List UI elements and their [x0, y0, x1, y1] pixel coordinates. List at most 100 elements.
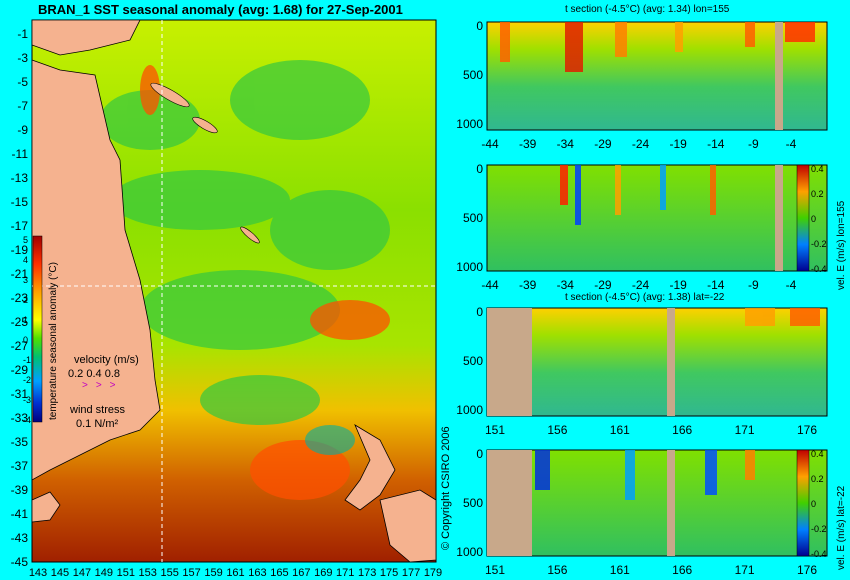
colorbar-tick-label: 0 [23, 335, 28, 345]
section-y-tick-label: 500 [463, 496, 483, 510]
section-x-tick-label: 171 [735, 423, 755, 437]
section-y-tick-label: 1000 [456, 545, 483, 559]
panel2-side-label: vel. E (m/s) lon=155 [836, 200, 847, 290]
section-y-tick-label: 1000 [456, 260, 483, 274]
map-y-tick-label: -5 [17, 75, 28, 89]
colorbar-tick-label: 1 [23, 315, 28, 325]
section-x-tick-label: 161 [610, 563, 630, 577]
map-x-tick-label: 179 [424, 567, 442, 579]
vel-colorbar-tick-label: 0.4 [811, 449, 824, 459]
map-y-tick-label: -41 [11, 507, 29, 521]
vel-colorbar-tick-label: 0 [811, 499, 816, 509]
section-x-tick-label: -14 [707, 278, 725, 292]
section-x-tick-label: -9 [748, 137, 759, 151]
map-y-tick-label: -31 [11, 387, 29, 401]
section-x-tick-label: -24 [632, 278, 650, 292]
anomaly-patches [100, 60, 390, 425]
map-x-tick-label: 159 [204, 567, 222, 579]
wind-stress-scale: 0.1 N/m² [76, 418, 119, 430]
section-y-tick-label: 0 [476, 447, 483, 461]
map-y-tick-label: -37 [11, 459, 29, 473]
map-y-tick-label: -3 [17, 51, 28, 65]
section-x-tick-label: 171 [735, 563, 755, 577]
panel1-title: t section (-4.5°C) (avg: 1.34) lon=155 [565, 4, 730, 15]
section-y-tick-label: 0 [476, 305, 483, 319]
section-y-tick-label: 0 [476, 19, 483, 33]
vel-colorbar-tick-label: -0.2 [811, 524, 827, 534]
map-y-tick-label: -19 [11, 243, 29, 257]
section-x-tick-label: -4 [786, 137, 797, 151]
map-x-tick-label: 161 [226, 567, 244, 579]
section-y-tick-label: 1000 [456, 403, 483, 417]
vel-colorbar-tick-label: -0.4 [811, 264, 827, 274]
map-x-tick-label: 147 [73, 567, 91, 579]
map-x-tick-label: 173 [358, 567, 376, 579]
colorbar-tick-label: 3 [23, 275, 28, 285]
velocity-label: velocity (m/s) [74, 354, 139, 366]
colorbar-tick-label: -2 [23, 375, 31, 385]
section-x-tick-label: -29 [594, 137, 612, 151]
vel-colorbar-2 [796, 449, 810, 557]
map-y-tick-label: -39 [11, 483, 29, 497]
section-x-tick-label: -4 [786, 278, 797, 292]
vel-colorbar-tick-label: -0.4 [811, 549, 827, 559]
map-y-tick-label: -17 [11, 219, 29, 233]
map-y-tick-label: -27 [11, 339, 29, 353]
colorbar-label: temperature seasonal anomaly (°C) [48, 262, 59, 420]
map-y-tick-label: -15 [11, 195, 29, 209]
section-y-tick-label: 0 [476, 162, 483, 176]
velocity-scale: 0.2 0.4 0.8 [68, 368, 120, 380]
map-x-tick-label: 157 [182, 567, 200, 579]
map-x-tick-label: 171 [336, 567, 354, 579]
map-y-tick-label: -35 [11, 435, 29, 449]
map-x-tick-label: 165 [270, 567, 288, 579]
section-x-tick-label: -34 [557, 278, 575, 292]
map-x-tick-label: 167 [292, 567, 310, 579]
map-x-tick-label: 151 [117, 567, 135, 579]
map-x-tick-label: 153 [139, 567, 157, 579]
section-x-tick-label: -44 [481, 278, 499, 292]
section-x-tick-label: -24 [632, 137, 650, 151]
colorbar-tick-label: -3 [23, 395, 31, 405]
section-x-tick-label: 176 [797, 563, 817, 577]
section-x-tick-label: 151 [485, 423, 505, 437]
velocity-arrows-icon: >>> [82, 380, 124, 391]
main-map-title: BRAN_1 SST seasonal anomaly (avg: 1.68) … [38, 2, 403, 17]
section-x-tick-label: -44 [481, 137, 499, 151]
map-y-tick-label: -43 [11, 531, 29, 545]
map-x-tick-label: 177 [402, 567, 420, 579]
section-x-tick-label: -14 [707, 137, 725, 151]
vel-e-section-lon155: 0 500 1000 -44 -39 -34 -29 -24 -19 -14 -9 -4 0.4 0.2 0… [456, 162, 828, 292]
map-x-tick-label: 163 [248, 567, 266, 579]
section-x-tick-label: -19 [669, 278, 687, 292]
section-x-tick-label: -34 [557, 137, 575, 151]
map-x-tick-label: 155 [160, 567, 178, 579]
sst-anomaly-map: -1-3-5-7-9-11-13-15-17-19-21-23-25-27-29… [11, 19, 442, 579]
map-y-tick-label: -11 [12, 147, 29, 161]
section-y-tick-label: 1000 [456, 117, 483, 131]
colorbar-tick-label: 2 [23, 295, 28, 305]
new-zealand-land [344, 424, 396, 511]
t-section-lon155: 0 500 1000 -44 -39 -34 -29 -24 -19 -14 -9 -4 [456, 19, 828, 151]
section-x-tick-label: 176 [797, 423, 817, 437]
australia-land [31, 59, 161, 481]
map-y-tick-label: -21 [11, 267, 29, 281]
section-x-tick-label: -9 [748, 278, 759, 292]
section-x-tick-label: -29 [594, 278, 612, 292]
map-y-tick-label: -33 [11, 411, 29, 425]
colorbar-tick-label: 4 [23, 255, 28, 265]
panel3-title: t section (-4.5°C) (avg: 1.38) lat=-22 [565, 292, 725, 303]
section-x-tick-label: 151 [485, 563, 505, 577]
section-y-tick-label: 500 [463, 68, 483, 82]
map-y-tick-label: -9 [17, 123, 28, 137]
map-y-tick-label: -29 [11, 363, 29, 377]
panel4-side-label: vel. E (m/s) lat=-22 [836, 485, 847, 570]
section-x-tick-label: 166 [672, 563, 692, 577]
map-y-tick-label: -25 [11, 315, 29, 329]
map-y-tick-label: -23 [11, 291, 29, 305]
vel-colorbar-tick-label: 0.4 [811, 164, 824, 174]
section-x-tick-label: 156 [547, 423, 567, 437]
colorbar-tick-label: -1 [23, 355, 31, 365]
vel-colorbar-tick-label: 0 [811, 214, 816, 224]
